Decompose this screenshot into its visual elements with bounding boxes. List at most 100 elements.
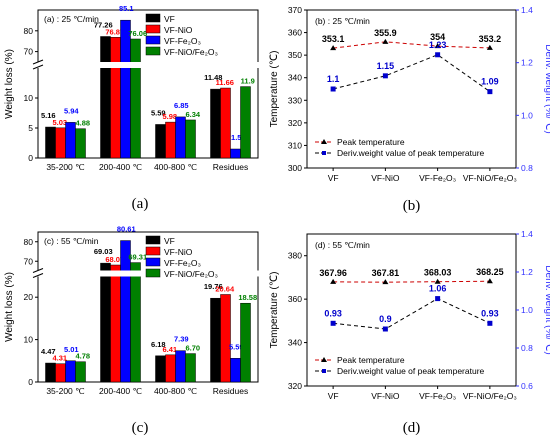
y-axis-label: Temperature (℃) — [269, 51, 280, 128]
category-tick-label: VF-NiO/Fe₂O₃ — [463, 173, 517, 183]
category-tick-label: 35-200 ℃ — [46, 162, 85, 172]
bar-value-label: 4.88 — [75, 119, 90, 128]
y-right-tick-label: 1.4 — [521, 5, 533, 15]
deriv-value-label: 1.06 — [429, 284, 447, 294]
bar-value-label: 85.1 — [119, 4, 134, 13]
legend-marker — [322, 151, 326, 155]
y-axis-label: Weight loss (%) — [4, 49, 15, 119]
y-tick-label: 380 — [288, 251, 302, 261]
peak-value-label: 353.1 — [322, 34, 345, 44]
y-tick-label: 320 — [288, 381, 302, 391]
peak-temperature-marker — [382, 279, 389, 285]
legend-entry: VF-Fe₂O₃ — [164, 36, 201, 46]
bar — [75, 128, 86, 159]
y-right-tick-label: 1.0 — [521, 110, 533, 120]
bar — [120, 240, 131, 383]
bar-value-label: 6.18 — [151, 340, 166, 349]
axis-break-mark — [32, 59, 44, 65]
bar-value-label: 6.34 — [185, 110, 200, 119]
panel-letter: (c) — [132, 420, 149, 436]
deriv-weight-line — [333, 298, 491, 330]
bar — [120, 19, 131, 159]
legend-entry: Deriv.weight value of peak temperature — [337, 366, 485, 376]
peak-temperature-line — [333, 41, 490, 49]
peak-temperature-marker — [434, 43, 441, 49]
panel-letter: (d) — [403, 420, 421, 436]
bar-value-label: 5.94 — [64, 106, 79, 115]
bar — [240, 86, 251, 159]
bar — [55, 127, 66, 159]
bar-value-label: 4.78 — [75, 352, 90, 361]
bar — [130, 262, 141, 383]
y-right-tick-label: 0.6 — [521, 381, 533, 391]
bar — [100, 36, 111, 159]
bar-value-label: 5.59 — [229, 342, 244, 351]
bar — [100, 262, 111, 383]
peak-value-label: 368.25 — [476, 267, 504, 277]
y-tick-label: 340 — [288, 338, 302, 348]
legend-entry: VF-NiO/Fe₂O₃ — [164, 47, 218, 57]
peak-value-label: 367.81 — [372, 268, 400, 278]
line-panel-b: 300 310 320 330 340 350 360 370 0.8 1.0 1.2 1.4 VF VF… — [269, 5, 550, 214]
deriv-weight-marker — [330, 320, 336, 326]
category-tick-label: 200-400 ℃ — [99, 162, 143, 172]
deriv-weight-marker — [487, 320, 493, 326]
y-tick-label: 330 — [288, 95, 302, 105]
deriv-value-label: 0.93 — [481, 308, 499, 318]
legend-entry: Peak temperature — [337, 137, 405, 147]
bar — [45, 362, 56, 383]
category-tick-label: VF-NiO — [371, 391, 400, 401]
legend-entry: Deriv.weight value of peak temperature — [337, 148, 485, 158]
category-tick-label: 400-800 ℃ — [154, 162, 198, 172]
legend-swatch — [145, 246, 161, 256]
bar — [65, 360, 76, 383]
peak-temperature-marker — [486, 278, 493, 284]
bar-value-label: 11.9 — [241, 77, 255, 86]
legend-swatch — [145, 235, 161, 245]
legend-marker — [321, 139, 327, 144]
bar-value-label: 11.48 — [204, 73, 222, 82]
y-tick-label: 70 — [24, 47, 34, 57]
plot-frame — [37, 231, 259, 383]
bar — [220, 294, 231, 383]
bar-value-label: 5.98 — [162, 112, 177, 121]
bar-value-label: 1.5 — [231, 133, 241, 142]
y-right-tick-label: 1.4 — [521, 229, 533, 239]
panel-letter: (b) — [403, 198, 421, 214]
category-tick-label: Residues — [213, 386, 248, 396]
legend-swatch — [145, 24, 161, 34]
panel-condition-label: (c) : 55 ℃/min — [44, 236, 99, 246]
y-tick-label: 80 — [24, 237, 34, 247]
bar-value-label: 7.39 — [174, 335, 189, 344]
bar-value-label: 76.87 — [105, 27, 124, 36]
legend-swatch — [145, 46, 161, 56]
bar-value-label: 4.31 — [52, 354, 67, 363]
axis-break-mark — [32, 64, 44, 70]
y-tick-label: 370 — [288, 5, 302, 15]
bar — [55, 363, 66, 383]
legend-entry: VF-NiO — [164, 247, 193, 257]
bar-value-label: 5.01 — [64, 345, 79, 354]
line-panel-d: 320 340 360 380 0.6 0.8 1.0 1.2 1.4 VF VF-NiO VF-Fe… — [269, 229, 550, 436]
category-tick-label: VF-NiO/Fe₂O₃ — [463, 391, 517, 401]
y-axis-label: Temperature (℃) — [269, 272, 280, 349]
deriv-value-label: 0.9 — [379, 314, 392, 324]
bar — [75, 361, 86, 383]
peak-value-label: 368.03 — [424, 268, 452, 278]
bar — [230, 358, 241, 383]
panel-condition-label: (a) : 25 ℃/min — [44, 14, 99, 24]
bar-value-label: 6.41 — [162, 345, 177, 354]
legend-entry: VF-NiO — [164, 25, 193, 35]
axis-break-mark — [32, 273, 44, 278]
bar — [65, 122, 76, 159]
bar-value-label: 20.64 — [215, 284, 235, 293]
bar — [220, 87, 231, 159]
bar-value-label: 5.59 — [151, 108, 166, 117]
bar — [185, 353, 196, 383]
deriv-value-label: 1.09 — [481, 77, 499, 87]
bar-value-label: 11.66 — [216, 78, 234, 87]
bar — [155, 124, 166, 159]
legend-swatch — [145, 35, 161, 45]
